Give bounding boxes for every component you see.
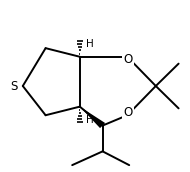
Text: O: O bbox=[124, 53, 133, 66]
Text: S: S bbox=[10, 79, 17, 93]
Text: O: O bbox=[124, 106, 133, 119]
Text: H: H bbox=[86, 115, 94, 125]
Text: H: H bbox=[86, 39, 94, 49]
Polygon shape bbox=[80, 107, 105, 128]
